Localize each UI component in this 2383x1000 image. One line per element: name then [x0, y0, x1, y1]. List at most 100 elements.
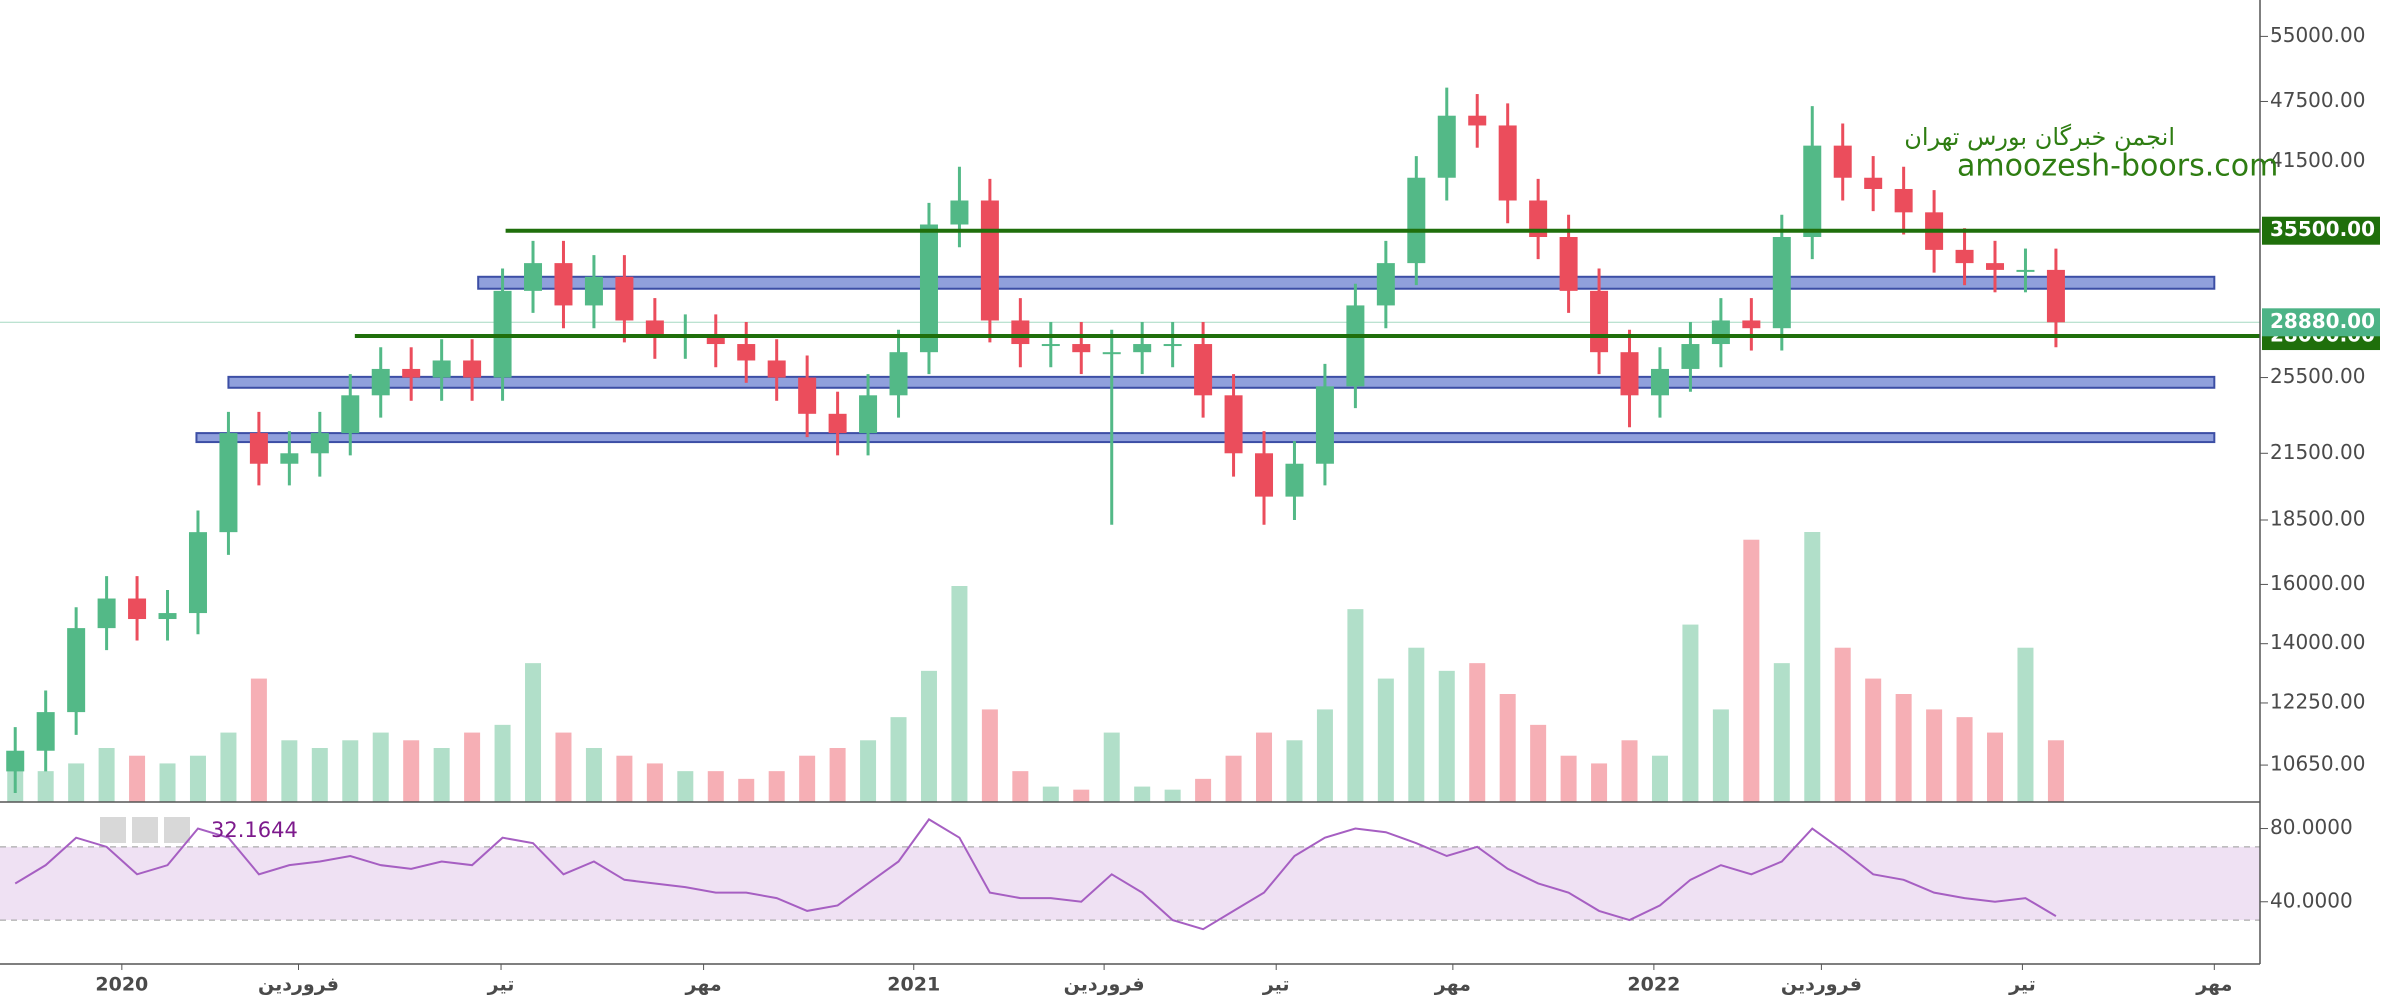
- candle-body: [402, 368, 421, 378]
- watermark-persian: انجمن خبرگان بورس تهران: [1904, 123, 2175, 151]
- volume-bar: [890, 717, 907, 802]
- candle-body: [1803, 145, 1822, 238]
- volume-bar: [920, 670, 937, 802]
- candle-body: [1864, 177, 1883, 189]
- x-tick-label: تیر: [2008, 974, 2036, 996]
- x-tick-label: 2021: [887, 974, 940, 996]
- price-marker: [2262, 308, 2380, 337]
- volume-bar: [1134, 786, 1151, 802]
- volume-bar: [403, 740, 420, 802]
- candle-body: [463, 360, 482, 378]
- rsi-band: [0, 846, 2260, 921]
- volume-bar: [98, 748, 115, 802]
- volume-bar: [464, 732, 481, 802]
- y-tick-label: 16000.00: [2270, 571, 2365, 595]
- eye-icon[interactable]: [100, 817, 126, 843]
- volume-bar: [250, 678, 267, 802]
- zone: [477, 275, 2216, 290]
- volume-bar: [1804, 532, 1821, 802]
- candle-body: [919, 224, 938, 353]
- candle-body: [1437, 115, 1456, 178]
- volume-bar: [829, 748, 846, 802]
- volume-bar: [220, 732, 237, 802]
- volume-bar: [342, 740, 359, 802]
- volume-bar: [433, 748, 450, 802]
- y-tick-label: 41500.00: [2270, 148, 2365, 172]
- y-tick-label: 10650.00: [2270, 752, 2365, 776]
- candle-body: [767, 360, 786, 378]
- y-tick-label: 55000.00: [2270, 23, 2365, 47]
- candle-body: [1255, 453, 1274, 497]
- candle-body: [36, 712, 55, 751]
- candle-body: [859, 395, 878, 434]
- x-tick-label: مهر: [2195, 974, 2232, 996]
- candle-body: [889, 352, 908, 396]
- candle-body: [97, 598, 116, 629]
- y-tick-label: 21500.00: [2270, 440, 2365, 464]
- volume-bar: [738, 778, 755, 802]
- candle-body: [1102, 352, 1121, 355]
- volume-bar: [616, 755, 633, 802]
- candle-body: [1163, 344, 1182, 347]
- volume-bar: [768, 771, 785, 802]
- volume-bar: [555, 732, 572, 802]
- y-tick-label: 80.0000: [2270, 815, 2353, 839]
- candle-body: [280, 453, 299, 464]
- candle-body: [1041, 344, 1060, 347]
- candle-body: [1894, 188, 1913, 213]
- candle-body: [1590, 290, 1609, 353]
- candle-body: [584, 276, 603, 306]
- candle-body: [737, 344, 756, 361]
- y-tick-label: 47500.00: [2270, 88, 2365, 112]
- candle-body: [1498, 125, 1517, 201]
- candle-body: [1194, 344, 1213, 396]
- candle-body: [2016, 269, 2035, 272]
- zone: [195, 432, 2216, 444]
- candle-body: [1559, 237, 1578, 291]
- volume-bar: [1012, 771, 1029, 802]
- candle-body: [798, 377, 817, 414]
- candle-body: [341, 395, 360, 434]
- candle-body: [2046, 269, 2065, 323]
- price-marker-label: 35500.00: [2270, 217, 2375, 241]
- x-tick-label: مهر: [685, 974, 722, 996]
- x-tick-label: فروردین: [258, 974, 339, 996]
- candle-body: [1620, 352, 1639, 396]
- volume-bar: [1956, 717, 1973, 802]
- volume-bar: [1560, 755, 1577, 802]
- candle-body: [1955, 249, 1974, 264]
- volume-bar: [1651, 755, 1668, 802]
- volume-bar: [1103, 732, 1120, 802]
- volume-bar: [585, 748, 602, 802]
- settings-icon[interactable]: [132, 817, 158, 843]
- candle-body: [1742, 320, 1761, 329]
- candle-body: [1772, 237, 1791, 329]
- candle-body: [1529, 200, 1548, 238]
- rsi-value-label: 32.1644: [211, 818, 298, 842]
- volume-bar: [159, 763, 176, 802]
- candle-body: [432, 360, 451, 378]
- candle-body: [1468, 115, 1487, 126]
- candle-body: [1072, 344, 1091, 353]
- candle-body: [615, 276, 634, 321]
- candle-body: [1407, 177, 1426, 264]
- y-tick-label: 18500.00: [2270, 506, 2365, 530]
- volume-bar: [1469, 663, 1486, 802]
- x-tick-label: فروردین: [1064, 974, 1145, 996]
- close-icon[interactable]: [164, 817, 190, 843]
- volume-bar: [1347, 609, 1364, 802]
- volume-bar: [1408, 647, 1425, 802]
- candle-body: [67, 628, 86, 713]
- candle-body: [219, 433, 238, 533]
- candle-body: [1346, 305, 1365, 387]
- volume-bar: [860, 740, 877, 802]
- volume-bar: [1834, 647, 1851, 802]
- volume-bar: [1499, 694, 1516, 802]
- volume-bar: [1743, 539, 1760, 802]
- rsi-line: [14, 818, 2057, 931]
- x-tick-label: مهر: [1434, 974, 1471, 996]
- volume-bar: [1682, 624, 1699, 802]
- volume-bar: [1987, 732, 2004, 802]
- volume-bar: [1195, 778, 1212, 802]
